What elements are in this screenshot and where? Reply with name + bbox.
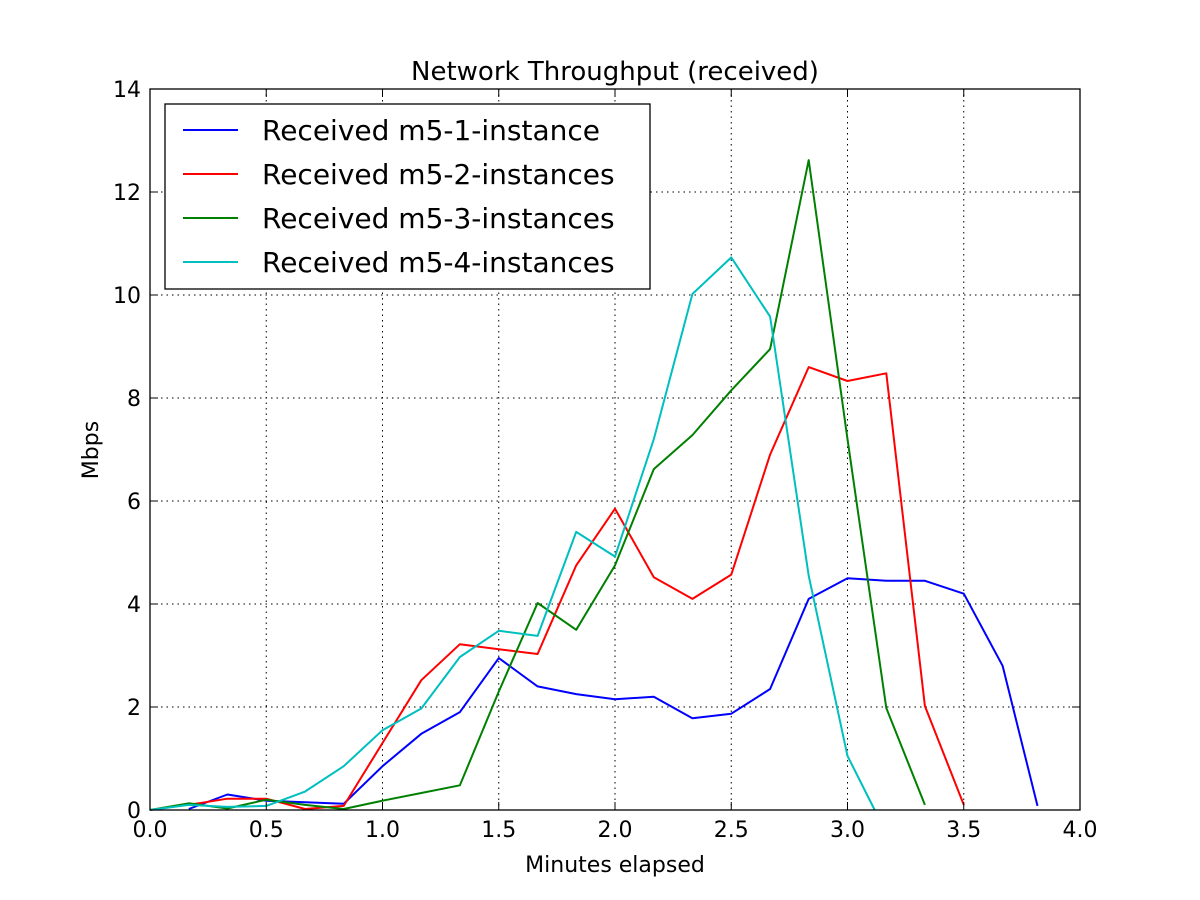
x-tick-label: 0.5	[249, 818, 284, 843]
y-tick-label: 10	[113, 284, 141, 309]
y-tick-label: 2	[127, 696, 141, 721]
legend-label-4: Received m5-4-instances	[262, 246, 615, 279]
legend-label-1: Received m5-1-instance	[262, 114, 600, 147]
tick-labels: 0.0 0.5 1.0 1.5 2.0 2.5 3.0 3.5 4.0 0 2 4 6 8 10 12 14	[113, 78, 1098, 843]
series-lines	[149, 159, 1039, 811]
y-tick-label: 8	[127, 387, 141, 412]
x-tick-label: 3.0	[830, 818, 865, 843]
legend-label-2: Received m5-2-instances	[262, 158, 615, 191]
axis-ticks	[149, 88, 1081, 811]
x-tick-label: 2.0	[598, 818, 633, 843]
x-tick-label: 4.0	[1063, 818, 1098, 843]
series-line-2	[188, 366, 965, 810]
x-tick-label: 0.0	[133, 818, 168, 843]
x-tick-label: 1.5	[481, 818, 516, 843]
x-tick-label: 3.5	[946, 818, 981, 843]
y-tick-label: 12	[113, 181, 141, 206]
legend-label-3: Received m5-3-instances	[262, 202, 615, 235]
y-tick-label: 6	[127, 490, 141, 515]
series-line-1	[188, 577, 1039, 810]
y-tick-label: 0	[127, 799, 141, 824]
x-tick-label: 1.0	[365, 818, 400, 843]
series-line-4	[149, 256, 876, 811]
x-axis-label: Minutes elapsed	[525, 853, 705, 878]
y-tick-label: 14	[113, 78, 141, 103]
chart-title: Network Throughput (received)	[411, 57, 819, 87]
y-tick-label: 4	[127, 593, 141, 618]
y-axis-label: Mbps	[79, 421, 104, 479]
legend: Received m5-1-instance Received m5-2-inst…	[164, 103, 651, 290]
legend-box	[164, 103, 651, 290]
x-tick-label: 2.5	[714, 818, 749, 843]
